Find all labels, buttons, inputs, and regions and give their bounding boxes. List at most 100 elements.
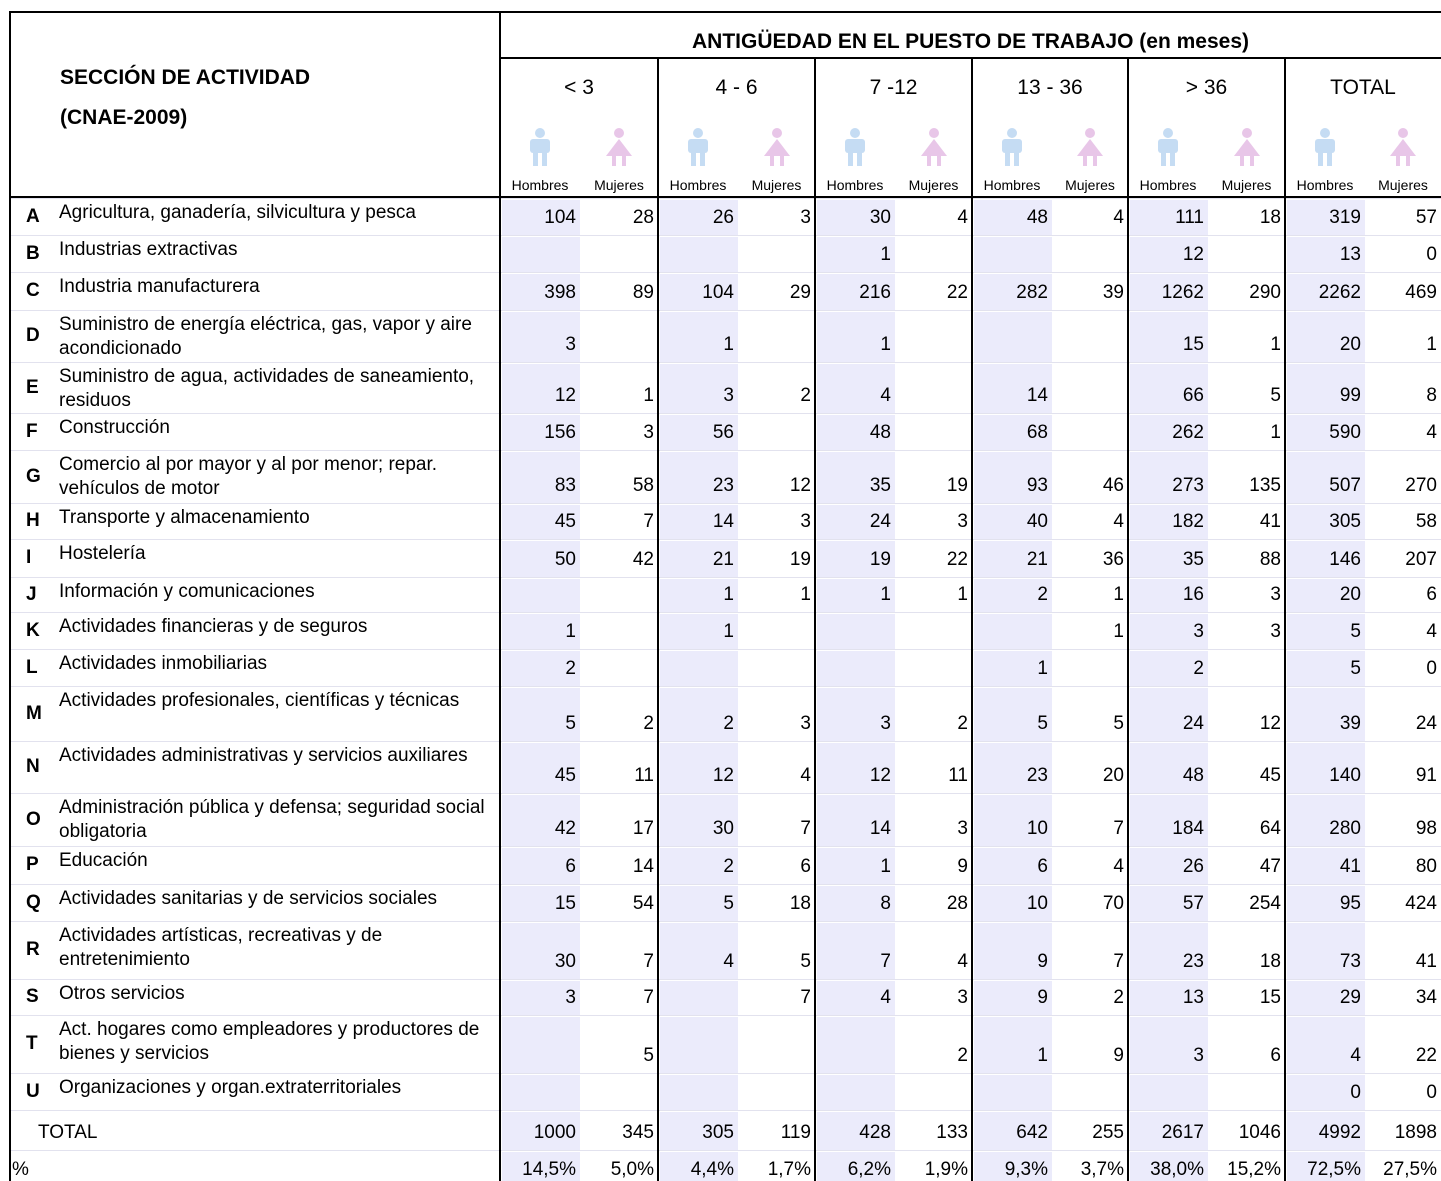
cell-value: 19 — [789, 549, 811, 570]
cell-value: 11 — [634, 765, 654, 786]
cell-value: 41 — [1415, 951, 1437, 972]
women-icon — [1208, 128, 1285, 171]
group-label: 7 -12 — [869, 76, 918, 99]
left-border — [9, 11, 11, 1181]
row-name: Educación — [59, 850, 148, 871]
group-label: > 36 — [1185, 76, 1228, 99]
cell-value: 99 — [1339, 385, 1361, 406]
cell-value: 48 — [1182, 765, 1204, 786]
cell-value: 1 — [723, 621, 734, 642]
row-name: Otros servicios — [59, 983, 185, 1004]
cell-value: 0 — [1426, 1082, 1437, 1103]
cell-value: 23 — [712, 475, 734, 496]
cell-value: 88 — [1259, 549, 1281, 570]
row-separator — [10, 921, 1441, 923]
cell-value: 56 — [712, 422, 734, 443]
total-value: 1000 — [533, 1122, 576, 1143]
cell-value: 104 — [702, 282, 734, 303]
men-column-shade — [1130, 198, 1208, 1181]
row-separator — [10, 362, 1441, 364]
cell-value: 42 — [554, 818, 576, 839]
subheader: Hombres — [1296, 177, 1354, 193]
men-column-shade — [974, 198, 1052, 1181]
row-separator — [10, 612, 1441, 614]
cell-value: 3 — [565, 334, 576, 355]
cell-value: 270 — [1405, 475, 1437, 496]
cell-value: 95 — [1339, 893, 1361, 914]
cell-value: 207 — [1405, 549, 1437, 570]
row-separator — [10, 846, 1441, 848]
cell-value: 424 — [1405, 893, 1437, 914]
cell-value: 22 — [946, 549, 968, 570]
cell-value: 9 — [1037, 987, 1048, 1008]
cell-value: 28 — [946, 893, 968, 914]
subheader: Mujeres — [1221, 177, 1272, 193]
cell-value: 0 — [1426, 244, 1437, 265]
cell-value: 15 — [1182, 334, 1204, 355]
women-icon — [895, 128, 972, 171]
cell-value: 1 — [880, 856, 891, 877]
cell-value: 262 — [1172, 422, 1204, 443]
total-value: 1046 — [1238, 1122, 1281, 1143]
cell-value: 18 — [1259, 951, 1281, 972]
percent-label: % — [12, 1159, 29, 1180]
row-name: Organizaciones y organ.extraterritoriale… — [59, 1077, 402, 1098]
cell-value: 216 — [859, 282, 891, 303]
section-subtitle: (CNAE-2009) — [60, 106, 188, 129]
row-letter: Q — [26, 891, 41, 913]
men-icon — [1285, 128, 1365, 171]
cell-value: 4 — [1113, 856, 1124, 877]
cell-value: 3 — [957, 511, 968, 532]
cell-value: 98 — [1415, 818, 1437, 839]
row-letter: O — [26, 808, 41, 830]
cell-value: 13 — [1339, 244, 1361, 265]
group-divider — [971, 57, 973, 1181]
cell-value: 5 — [1037, 713, 1048, 734]
cell-value: 58 — [632, 475, 654, 496]
subheader: Mujeres — [908, 177, 959, 193]
cell-value: 14 — [632, 856, 654, 877]
cell-value: 2 — [957, 713, 968, 734]
subheader: Hombres — [983, 177, 1041, 193]
cell-value: 48 — [869, 422, 891, 443]
row-name: Información y comunicaciones — [59, 581, 315, 602]
cell-value: 6 — [800, 856, 811, 877]
cell-value: 19 — [946, 475, 968, 496]
percent-value: 1,9% — [924, 1159, 968, 1180]
subheader: Mujeres — [751, 177, 802, 193]
cell-value: 7 — [1113, 818, 1124, 839]
cell-value: 17 — [632, 818, 654, 839]
cell-value: 6 — [1270, 1045, 1281, 1066]
total-value: 255 — [1092, 1122, 1124, 1143]
row-letter: S — [26, 986, 39, 1007]
cell-value: 3 — [957, 818, 968, 839]
cell-value: 4 — [1426, 621, 1437, 642]
cell-value: 13 — [1182, 987, 1204, 1008]
cell-value: 7 — [643, 987, 654, 1008]
cell-value: 16 — [1182, 584, 1204, 605]
cell-value: 3 — [800, 207, 811, 228]
row-letter: D — [26, 325, 40, 346]
percent-value: 1,7% — [767, 1159, 811, 1180]
row-letter: E — [26, 376, 39, 398]
cell-value: 83 — [554, 475, 576, 496]
row-letter: P — [26, 854, 39, 875]
row-name: Suministro de agua, actividades de sanea… — [59, 366, 475, 411]
cell-value: 66 — [1182, 385, 1204, 406]
cell-value: 41 — [1339, 856, 1361, 877]
cell-value: 305 — [1329, 511, 1361, 532]
cell-value: 9 — [957, 856, 968, 877]
cell-value: 35 — [869, 475, 891, 496]
cell-value: 1 — [1270, 422, 1281, 443]
row-letter: G — [26, 465, 41, 487]
total-value: 4992 — [1318, 1122, 1361, 1143]
row-separator — [10, 1015, 1441, 1017]
cell-value: 8 — [1426, 385, 1437, 406]
row-name: Industrias extractivas — [59, 239, 238, 260]
cell-value: 12 — [789, 475, 811, 496]
total-label: TOTAL — [38, 1122, 98, 1143]
cell-value: 3 — [723, 385, 734, 406]
header-bottom-border — [10, 196, 1441, 198]
cell-value: 4 — [880, 385, 891, 406]
cell-value: 54 — [632, 893, 654, 914]
